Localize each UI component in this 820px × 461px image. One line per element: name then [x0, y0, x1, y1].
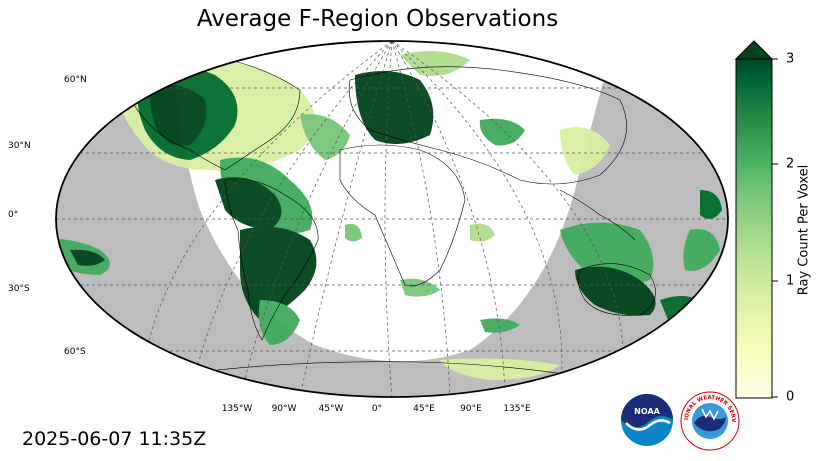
timestamp: 2025-06-07 11:35Z: [22, 428, 207, 450]
lon-label-0: 0°: [371, 404, 383, 414]
lon-label-45e: 45°E: [413, 404, 435, 414]
noaa-logo: NOAA: [621, 394, 673, 446]
lat-label-60n: 60°N: [64, 75, 87, 85]
map-title: Average F-Region Observations: [196, 6, 559, 32]
lat-label-30s: 30°S: [8, 284, 30, 294]
colorbar-extend-max: [734, 40, 774, 60]
nws-logo: NATIONAL WEATHER SERVICE: [680, 391, 740, 451]
colorbar-tick-label-2: 2: [786, 156, 795, 172]
observation-density: [56, 51, 722, 389]
lat-label-60s: 60°S: [64, 347, 86, 357]
lon-label-90e: 90°E: [460, 404, 482, 414]
colorbar: [734, 40, 778, 399]
lon-label-90w: 90°W: [271, 404, 297, 414]
colorbar-gradient: [735, 58, 773, 399]
world-map: [55, 40, 729, 398]
colorbar-tick-label-3: 3: [786, 51, 795, 67]
lat-label-30n: 30°N: [8, 141, 31, 151]
globe-outline: [55, 40, 729, 398]
colorbar-tick-label-0: 0: [786, 389, 795, 405]
lon-label-135w: 135°W: [221, 404, 253, 414]
colorbar-tick-label-1: 1: [786, 273, 795, 289]
lat-label-0: 0°: [8, 210, 19, 220]
lon-label-135e: 135°E: [503, 404, 531, 414]
noaa-logo-text: NOAA: [634, 407, 660, 416]
colorbar-label: Ray Count Per Voxel: [796, 164, 812, 296]
lon-label-45w: 45°W: [318, 404, 344, 414]
